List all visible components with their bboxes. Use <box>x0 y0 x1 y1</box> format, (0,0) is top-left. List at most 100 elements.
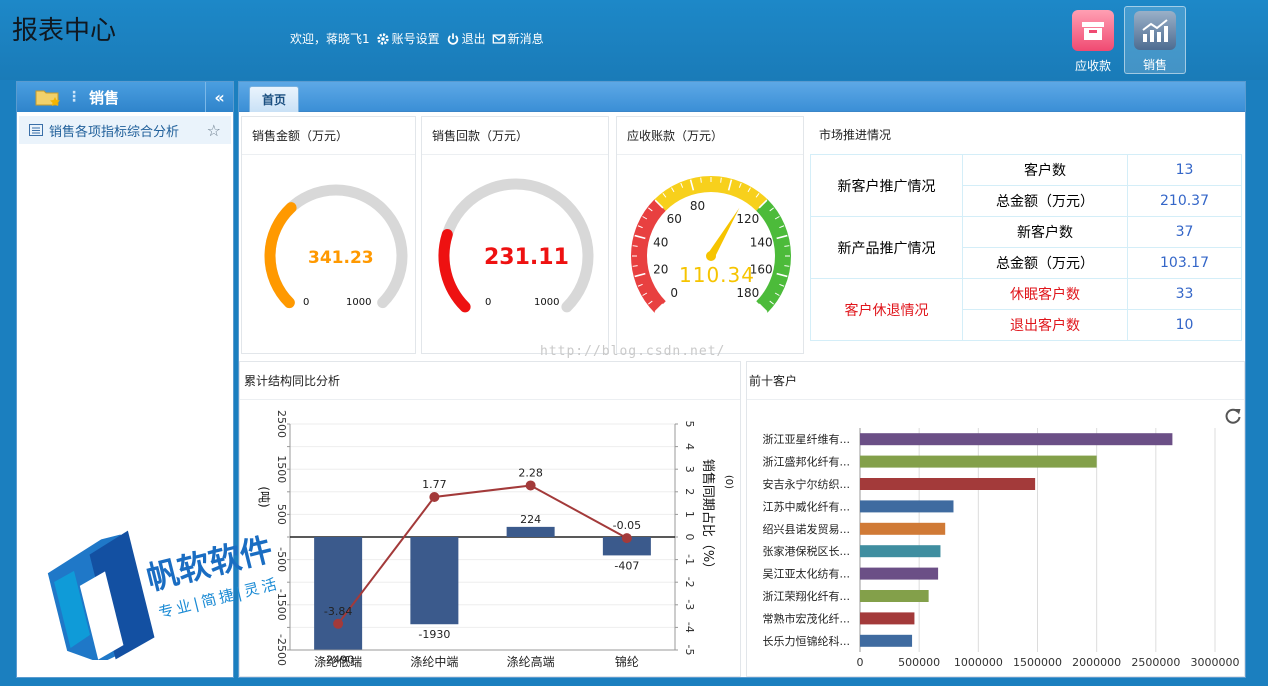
y-tick-label: 浙江盛邦化纤有... <box>763 455 851 469</box>
gauge-tick <box>632 245 638 247</box>
gauge-band <box>631 199 666 313</box>
panel-receivable: 应收账款（万元） 0 20 40 60 80 120 140 160 180 110.34 <box>616 116 804 354</box>
bar <box>602 537 651 556</box>
account-settings-link[interactable]: 账号设置 <box>376 30 440 47</box>
x-tick-label: 涤纶中端 <box>410 654 458 669</box>
refresh-icon[interactable] <box>1223 406 1243 426</box>
gauge-tick-label: 20 <box>653 262 668 276</box>
y-tick-label: 安吉永宁尔纺织... <box>763 477 851 491</box>
x-tick-label: 2000000 <box>1072 656 1121 669</box>
x-tick-label: 1000000 <box>954 656 1003 669</box>
gauge-tick <box>720 177 722 183</box>
row-label: 总金额（万元） <box>962 185 1128 217</box>
account-settings-label: 账号设置 <box>391 32 440 46</box>
bar <box>860 545 941 558</box>
gauge-tick <box>671 187 675 193</box>
gauge-max: 1000 <box>534 297 560 308</box>
gauge-tick-label: 0 <box>670 286 678 300</box>
bar <box>860 478 1036 490</box>
gauge-tick <box>779 225 785 229</box>
favorite-star-icon[interactable]: ☆ <box>206 120 221 140</box>
sidebar-collapse-button[interactable]: « <box>205 82 233 112</box>
y-tick-label-right: 0 <box>683 534 696 541</box>
panel-title: 应收账款（万元） <box>617 117 803 155</box>
box-icon <box>1072 10 1114 51</box>
panel-structure-analysis: 累计结构同比分析 2500 1500 500 -500 -1500 -2500 5 4 3 2 1 0… <box>239 361 741 677</box>
module-sales-label: 销售 <box>1142 58 1167 72</box>
bar <box>860 567 939 580</box>
envelope-icon <box>492 33 506 44</box>
bar <box>860 590 929 602</box>
table-row: 总金额（万元） 103.17 <box>811 247 1242 279</box>
y-tick-label-left: -1500 <box>275 589 288 621</box>
sidebar-header: ⋮ 销售 « <box>17 82 233 112</box>
panel-sales-amount: 销售金额（万元） 341.23 0 1000 <box>241 116 416 354</box>
tab-bar: 首页 <box>239 82 1245 112</box>
welcome-text: 欢迎，蒋晓飞1 <box>290 32 370 46</box>
gauge-tick <box>769 300 774 305</box>
table-row: 总金额（万元） 210.37 <box>811 185 1242 217</box>
tab-home[interactable]: 首页 <box>249 86 299 112</box>
y-tick-label: 江苏中威化纤有... <box>763 499 851 513</box>
table-row: 客户休退情况 休眠客户数 33 <box>810 278 1242 341</box>
sidebar-title: 销售 <box>89 88 120 107</box>
gauge-tick <box>654 199 664 209</box>
y-axis-unit-right: (0) <box>723 475 734 489</box>
gauge-tick-label: 160 <box>750 262 773 276</box>
structure-combo-chart: 2500 1500 500 -500 -1500 -2500 5 4 3 2 1 0 -1 -2 -3 -4 -… <box>257 410 734 669</box>
header-bar: 报表中心 欢迎，蒋晓飞1 账号设置 退出 新消息 应收款 销售 <box>0 0 1268 80</box>
logout-link[interactable]: 退出 <box>446 30 486 47</box>
bar-label: -407 <box>614 559 639 572</box>
bar <box>860 522 946 535</box>
gauge-value-arc <box>438 228 471 313</box>
bar <box>410 537 459 625</box>
gauge-hub <box>706 251 716 261</box>
gauge-tick <box>784 245 790 247</box>
y-tick-label-right: -4 <box>683 622 696 633</box>
bar-label: 224 <box>520 513 541 526</box>
x-tick-label: 500000 <box>898 656 940 669</box>
gear-icon <box>376 32 389 45</box>
x-tick-label: 0 <box>857 656 864 669</box>
gauge-tick-label: 120 <box>736 212 759 226</box>
gauge-tick <box>634 234 646 240</box>
bar-label: -1930 <box>418 628 450 641</box>
y-axis-label-left: (吨) <box>257 486 271 507</box>
y-tick-label-right: 5 <box>683 421 696 428</box>
main-content: 首页 销售金额（万元） 341.23 0 1000 销售回款（万元） 231.1… <box>238 81 1246 678</box>
line-point <box>525 480 536 491</box>
bar-label: -2490 <box>322 654 354 667</box>
series-line <box>337 484 628 625</box>
x-tick-label: 2500000 <box>1131 656 1180 669</box>
module-receivable-button[interactable]: 应收款 <box>1062 6 1124 74</box>
gauge-tick <box>632 265 638 267</box>
bar <box>860 612 915 625</box>
y-tick-label-left: -2500 <box>275 634 288 666</box>
gauge-tick <box>648 300 653 305</box>
y-tick-label-right: -2 <box>683 577 696 588</box>
panel-sales-collection: 销售回款（万元） 231.11 0 1000 <box>421 116 609 354</box>
messages-link[interactable]: 新消息 <box>492 30 544 47</box>
gauge-tick <box>642 292 648 296</box>
gauge-tick-label: 80 <box>690 199 705 213</box>
bar <box>860 455 1097 468</box>
gauge-tick-label: 40 <box>653 236 668 250</box>
gauge-tick <box>774 292 780 296</box>
gauge-tick <box>727 179 733 191</box>
gauge-tick <box>747 187 751 193</box>
x-tick-label: 3000000 <box>1191 656 1240 669</box>
gauge-tick <box>637 283 643 287</box>
row-label: 总金额（万元） <box>962 247 1128 279</box>
trend-chart-icon <box>1134 11 1176 50</box>
panel-title: 累计结构同比分析 <box>240 362 740 400</box>
sidebar-item-sales-analysis[interactable]: 销售各项指标综合分析 ☆ <box>19 116 231 144</box>
y-tick-label-right: 1 <box>683 511 696 518</box>
gauge-tick <box>784 265 790 267</box>
y-tick-label-left: 2500 <box>275 410 288 438</box>
messages-label: 新消息 <box>507 32 544 46</box>
sales-collection-gauge <box>438 178 594 313</box>
module-sales-button[interactable]: 销售 <box>1124 6 1186 74</box>
line-label: -3.84 <box>324 605 352 618</box>
x-tick-label: 锦纶 <box>615 655 639 669</box>
y-tick-label-right: -1 <box>683 554 696 565</box>
